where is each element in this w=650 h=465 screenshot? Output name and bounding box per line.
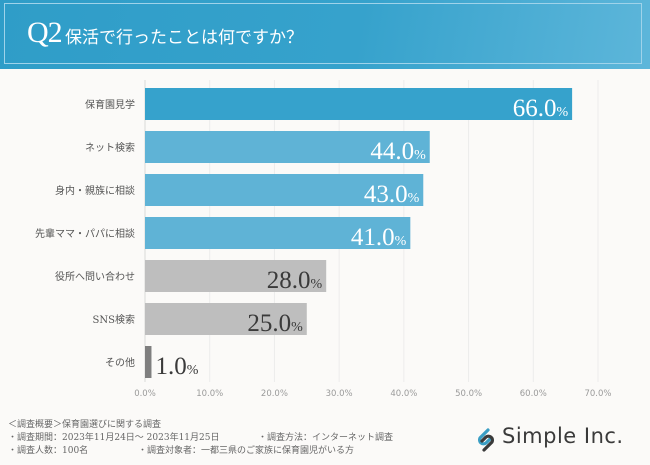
bar	[145, 303, 307, 335]
question-number: Q2	[27, 16, 63, 49]
x-tick-label: 30.0%	[326, 389, 353, 399]
bar-chart: 0.0% 10.0% 20.0% 30.0% 40.0% 50.0% 60.0% 70.0% 保…	[35, 80, 612, 399]
category-label: 先輩ママ・パパに相談	[35, 227, 135, 240]
category-label: その他	[105, 356, 135, 369]
value-number: 28.0	[267, 267, 311, 294]
category-label: ネット検索	[85, 141, 135, 154]
x-tick-label: 60.0%	[520, 389, 547, 399]
survey-count: ・調査人数：100名	[8, 446, 89, 456]
value-number: 44.0	[370, 138, 414, 165]
bar	[145, 88, 573, 120]
value-percent-sign: %	[556, 105, 568, 120]
title-banner: Q2 保活で行ったことは何ですか？	[0, 0, 650, 69]
value-number: 25.0	[247, 310, 291, 337]
value-label: 25.0%	[247, 310, 303, 337]
x-tick-label: 20.0%	[261, 389, 288, 399]
category-label: 身内・親族に相談	[55, 184, 135, 197]
x-tick-label: 10.0%	[196, 389, 223, 399]
survey-overview: ＜調査概要＞保育園選びに関する調査 ・調査期間：2023年11月24日～ 202…	[8, 419, 393, 458]
category-label: SNS検索	[93, 313, 135, 326]
value-label: 43.0%	[364, 181, 420, 208]
bar	[145, 346, 152, 378]
value-percent-sign: %	[291, 320, 303, 335]
bar	[145, 260, 327, 292]
value-number: 41.0	[351, 224, 395, 251]
survey-target: ・調査対象者：一都三県のご家族に保育園児がいる方	[138, 446, 355, 456]
logo-text: Simple Inc.	[502, 424, 624, 448]
bar	[145, 174, 424, 206]
x-tick-label: 70.0%	[584, 389, 611, 399]
category-label: 保育園見学	[85, 98, 135, 111]
value-percent-sign: %	[395, 234, 407, 249]
x-tick-label: 50.0%	[455, 389, 482, 399]
survey-title: ＜調査概要＞保育園選びに関する調査	[8, 420, 162, 430]
value-label: 44.0%	[370, 138, 426, 165]
survey-count-row: ・調査人数：100名 ・調査対象者：一都三県のご家族に保育園児がいる方	[8, 445, 354, 458]
survey-method: ・調査方法：インターネット調査	[258, 433, 394, 443]
value-percent-sign: %	[414, 148, 426, 163]
survey-period: ・調査期間：2023年11月24日～ 2023年11月25日	[8, 433, 220, 443]
value-number: 66.0	[513, 95, 557, 122]
survey-period-row: ・調査期間：2023年11月24日～ 2023年11月25日 ・調査方法：インタ…	[8, 432, 393, 445]
value-percent-sign: %	[408, 191, 420, 206]
x-tick-label: 0.0%	[134, 389, 156, 399]
category-label: 役所へ問い合わせ	[55, 270, 135, 283]
value-percent-sign: %	[311, 277, 323, 292]
bar	[145, 131, 430, 163]
value-label: 41.0%	[351, 224, 407, 251]
value-number: 1.0	[155, 353, 186, 380]
value-number: 43.0	[364, 181, 408, 208]
logo-mark-icon	[477, 428, 495, 452]
value-label: 66.0%	[513, 95, 569, 122]
value-label: 28.0%	[267, 267, 323, 294]
question-title: 保活で行ったことは何ですか？	[65, 28, 303, 48]
value-label: 1.0%	[155, 353, 198, 380]
title-banner-border	[4, 3, 642, 64]
bar	[145, 217, 411, 249]
value-percent-sign: %	[187, 363, 199, 378]
x-tick-label: 40.0%	[390, 389, 417, 399]
